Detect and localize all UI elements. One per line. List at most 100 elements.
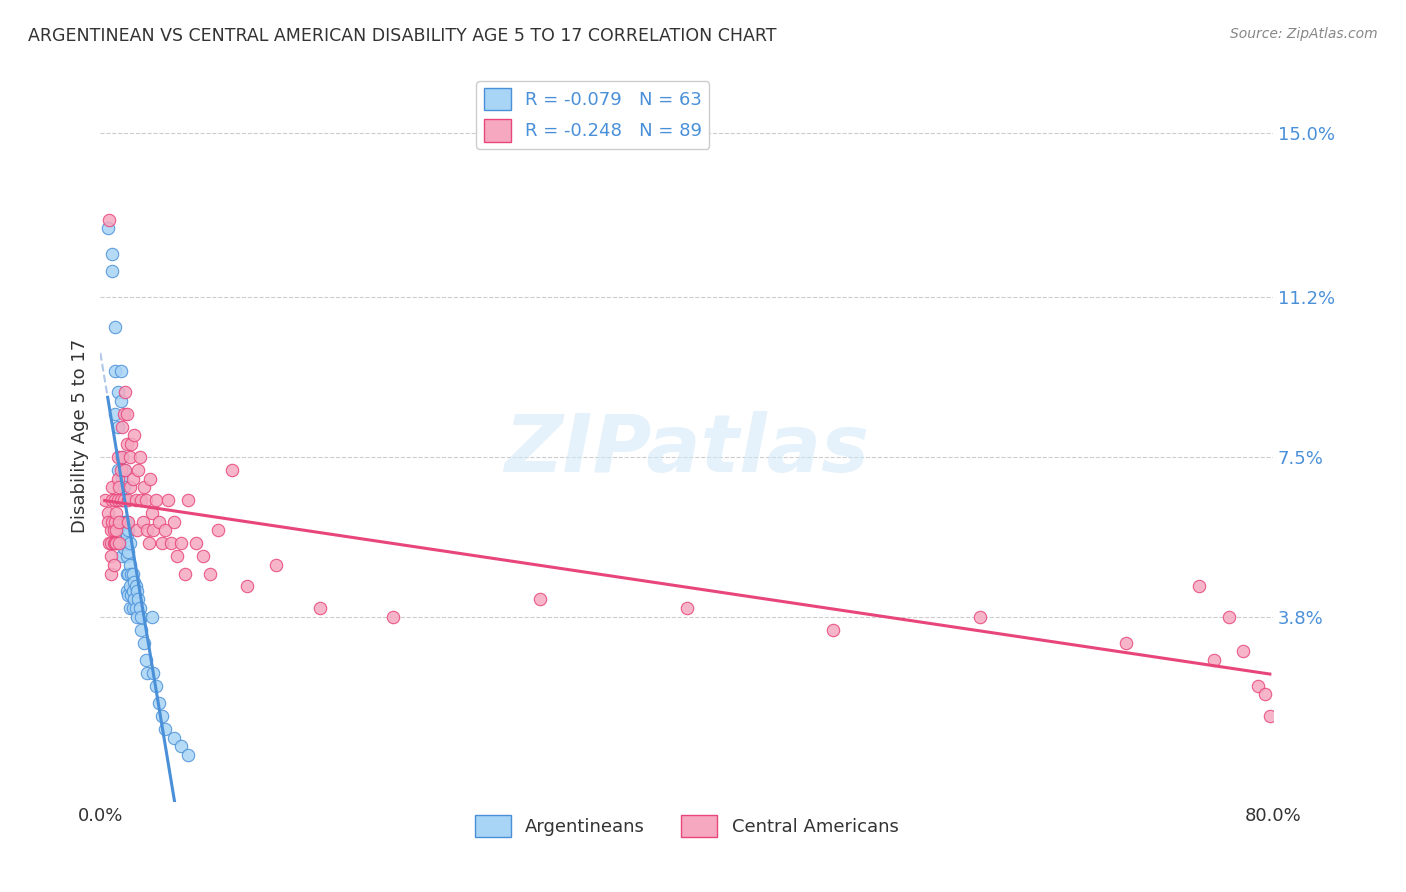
Point — [1254, 687, 1277, 701]
Point — [103, 558, 125, 572]
Point — [122, 428, 145, 442]
Point — [145, 493, 167, 508]
Point — [131, 623, 153, 637]
Point — [120, 566, 142, 581]
Point — [134, 635, 156, 649]
Point — [107, 493, 129, 508]
Point — [112, 515, 135, 529]
Point — [107, 385, 129, 400]
Point — [121, 471, 143, 485]
Point — [100, 524, 122, 538]
Point — [115, 407, 138, 421]
Point — [110, 463, 132, 477]
Point — [115, 549, 138, 564]
Point — [103, 524, 125, 538]
Point — [142, 524, 165, 538]
Point — [115, 437, 138, 451]
Point — [108, 515, 131, 529]
Point — [121, 566, 143, 581]
Point — [134, 480, 156, 494]
Point — [124, 601, 146, 615]
Legend: Argentineans, Central Americans: Argentineans, Central Americans — [467, 808, 905, 845]
Point — [1258, 709, 1281, 723]
Point — [150, 709, 173, 723]
Point — [101, 247, 124, 261]
Point — [153, 524, 176, 538]
Point — [141, 609, 163, 624]
Point — [104, 493, 127, 508]
Point — [108, 480, 131, 494]
Point — [115, 515, 138, 529]
Point — [114, 493, 136, 508]
Point — [114, 463, 136, 477]
Point — [122, 575, 145, 590]
Point — [1232, 644, 1254, 658]
Point — [107, 419, 129, 434]
Point — [115, 527, 138, 541]
Point — [117, 493, 139, 508]
Point — [127, 463, 149, 477]
Point — [100, 536, 122, 550]
Point — [98, 212, 121, 227]
Point — [107, 463, 129, 477]
Point — [101, 480, 124, 494]
Point — [101, 515, 124, 529]
Point — [105, 506, 128, 520]
Point — [121, 583, 143, 598]
Point — [97, 221, 120, 235]
Point — [110, 393, 132, 408]
Point — [103, 536, 125, 550]
Point — [112, 480, 135, 494]
Point — [107, 471, 129, 485]
Point — [112, 463, 135, 477]
Point — [1218, 609, 1240, 624]
Point — [153, 722, 176, 736]
Point — [104, 320, 127, 334]
Point — [111, 450, 134, 464]
Point — [138, 536, 160, 550]
Point — [94, 493, 117, 508]
Point — [131, 609, 153, 624]
Point — [529, 592, 551, 607]
Point — [117, 566, 139, 581]
Point — [114, 515, 136, 529]
Point — [108, 536, 131, 550]
Point — [118, 601, 141, 615]
Point — [110, 493, 132, 508]
Point — [100, 566, 122, 581]
Point — [148, 696, 170, 710]
Point — [125, 583, 148, 598]
Text: ARGENTINEAN VS CENTRAL AMERICAN DISABILITY AGE 5 TO 17 CORRELATION CHART: ARGENTINEAN VS CENTRAL AMERICAN DISABILI… — [28, 27, 776, 45]
Point — [264, 558, 287, 572]
Point — [100, 549, 122, 564]
Point — [97, 506, 120, 520]
Point — [105, 524, 128, 538]
Point — [114, 385, 136, 400]
Point — [111, 450, 134, 464]
Point — [135, 493, 157, 508]
Point — [98, 536, 121, 550]
Point — [125, 609, 148, 624]
Point — [105, 536, 128, 550]
Point — [125, 524, 148, 538]
Point — [115, 583, 138, 598]
Point — [1247, 679, 1270, 693]
Point — [129, 601, 152, 615]
Point — [117, 515, 139, 529]
Point — [117, 588, 139, 602]
Point — [120, 588, 142, 602]
Point — [111, 493, 134, 508]
Point — [174, 566, 197, 581]
Point — [136, 524, 159, 538]
Point — [162, 731, 184, 745]
Point — [170, 536, 193, 550]
Point — [221, 463, 243, 477]
Point — [104, 536, 127, 550]
Point — [118, 579, 141, 593]
Point — [117, 524, 139, 538]
Point — [1115, 635, 1137, 649]
Point — [104, 515, 127, 529]
Point — [114, 536, 136, 550]
Point — [122, 592, 145, 607]
Point — [101, 493, 124, 508]
